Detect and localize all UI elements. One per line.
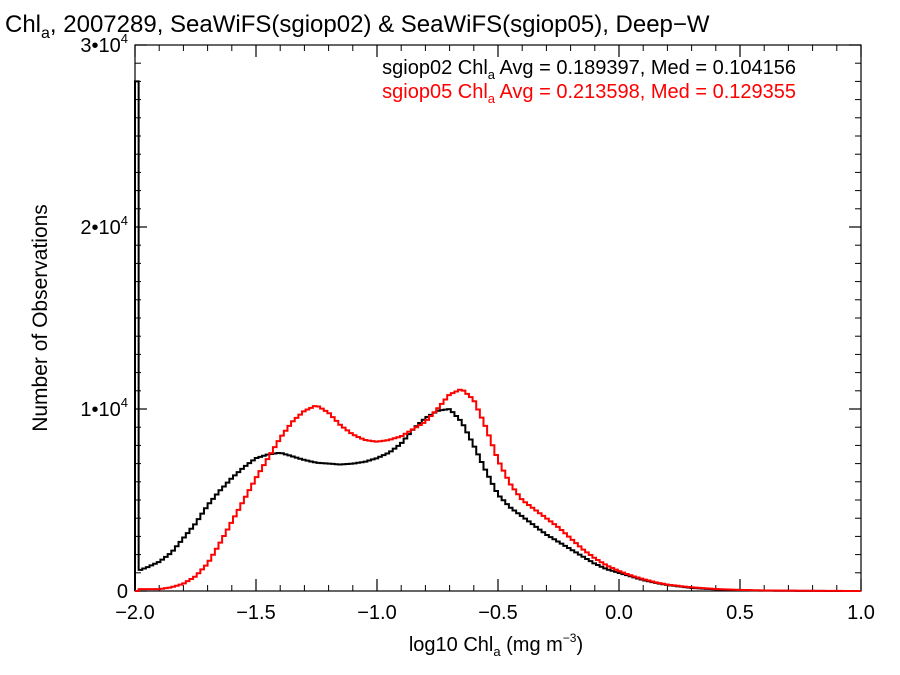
- plot-frame: [134, 44, 862, 592]
- y-tick-label: 2•104: [80, 213, 128, 239]
- legend-sgiop02: sgiop02 Chla Avg = 0.189397, Med = 0.104…: [382, 57, 796, 82]
- legend-sgiop05: sgiop05 Chla Avg = 0.213598, Med = 0.129…: [382, 81, 796, 106]
- y-tick-label: 1•104: [80, 395, 128, 421]
- y-axis-label: Number of Observations: [29, 204, 52, 432]
- y-tick-label: 0: [117, 581, 128, 603]
- x-axis-ticks: −2.0 −1.5 −1.0 −0.5 0.0 0.5 1.0: [115, 45, 875, 624]
- x-tick-label: 1.0: [847, 602, 875, 624]
- x-axis-label: log10 Chla (mg m−3): [409, 631, 583, 659]
- minor-ticks: [135, 45, 861, 591]
- x-tick-label: 0.0: [605, 602, 633, 624]
- x-tick-label: −2.0: [115, 602, 154, 624]
- series-sgiop02-line: [134, 80, 861, 592]
- y-tick-label: 3•104: [80, 31, 128, 57]
- x-tick-label: −1.5: [236, 602, 275, 624]
- x-tick-label: 0.5: [726, 602, 754, 624]
- chart-title: Chla, 2007289, SeaWiFS(sgiop02) & SeaWiF…: [5, 11, 710, 42]
- y-axis-ticks: 0 1•104 2•104 3•104: [80, 31, 861, 603]
- x-tick-label: −1.0: [357, 602, 396, 624]
- series-sgiop05-line: [135, 388, 861, 592]
- x-tick-label: −0.5: [478, 602, 517, 624]
